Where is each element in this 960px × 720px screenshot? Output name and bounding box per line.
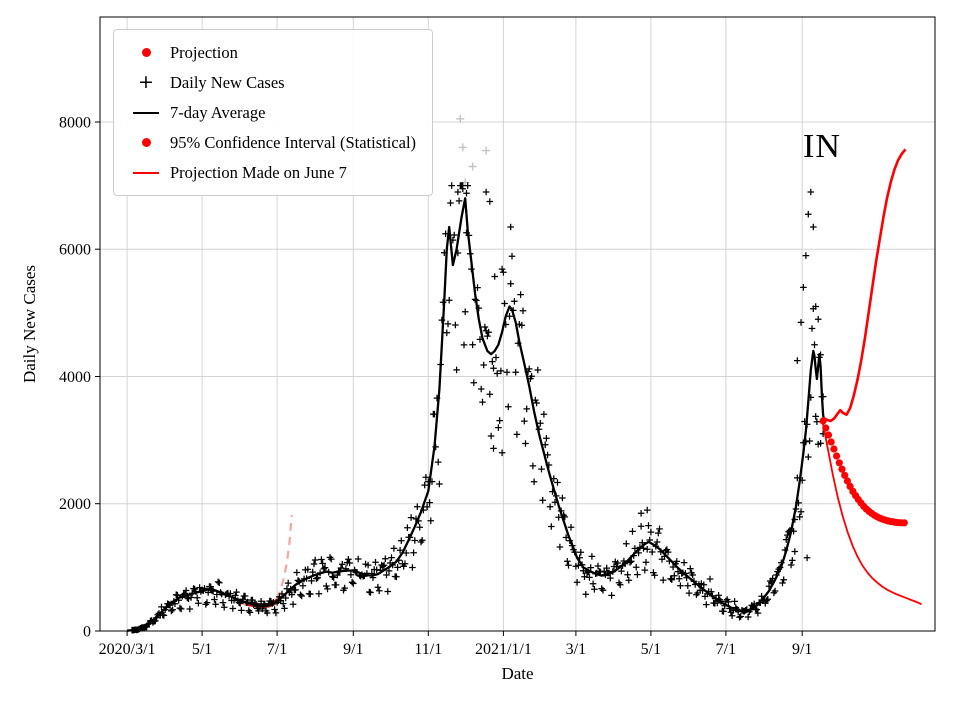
y-tick-label: 6000	[59, 242, 91, 259]
ci-lower-line	[822, 424, 922, 606]
plot-border	[99, 16, 936, 632]
excluded-daily-points	[456, 114, 491, 187]
x-tick-label: 9/1	[343, 641, 363, 658]
projection-dots	[819, 417, 908, 527]
legend-label-7-day-average: 7-day Average	[170, 102, 266, 122]
legend-label-confidence-interval: 95% Confidence Interval (Statistical)	[170, 132, 417, 152]
x-tick-label: 5/1	[641, 641, 661, 658]
legend-box: Projection + Daily New Cases 7-day Avera…	[113, 29, 434, 196]
x-tick-label: 2021/1/1	[475, 641, 532, 658]
legend-label-projection: Projection	[170, 42, 238, 62]
x-tick-label: 7/1	[267, 641, 287, 658]
y-axis-title: Daily New Cases	[20, 264, 39, 384]
confidence-interval-dot-icon	[122, 138, 170, 147]
region-label: IN	[803, 128, 841, 165]
y-tick-label: 2000	[59, 496, 91, 513]
x-tick-label: 3/1	[566, 641, 586, 658]
projection-line-icon	[122, 171, 170, 174]
plus-marker-icon: +	[138, 71, 154, 93]
ci-upper-line	[822, 148, 907, 423]
daily-new-cases-points	[128, 182, 827, 634]
legend-item-confidence-interval: 95% Confidence Interval (Statistical)	[122, 129, 416, 156]
legend-item-projection: Projection	[122, 39, 416, 66]
seven-day-average-line	[126, 197, 826, 632]
x-tick-label: 5/1	[192, 641, 212, 658]
x-axis-title: Date	[501, 664, 534, 683]
legend-item-daily-new-cases: + Daily New Cases	[122, 69, 416, 96]
y-tick-label: 0	[83, 624, 91, 641]
average-line-icon	[122, 111, 170, 114]
x-tick-label: 11/1	[414, 641, 442, 658]
legend-item-7-day-average: 7-day Average	[122, 99, 416, 126]
y-tick-label: 4000	[59, 369, 91, 386]
y-tick-label: 8000	[59, 115, 91, 132]
legend-label-projection-june-7: Projection Made on June 7	[170, 162, 347, 182]
june7-projection-dashed-line	[237, 515, 293, 608]
projection-dot-icon	[122, 48, 170, 57]
x-tick-label: 9/1	[792, 641, 812, 658]
x-tick-label: 2020/3/1	[99, 641, 156, 658]
legend-item-projection-june-7: Projection Made on June 7	[122, 159, 416, 186]
x-tick-label: 7/1	[716, 641, 736, 658]
legend-label-daily-new-cases: Daily New Cases	[170, 72, 285, 92]
